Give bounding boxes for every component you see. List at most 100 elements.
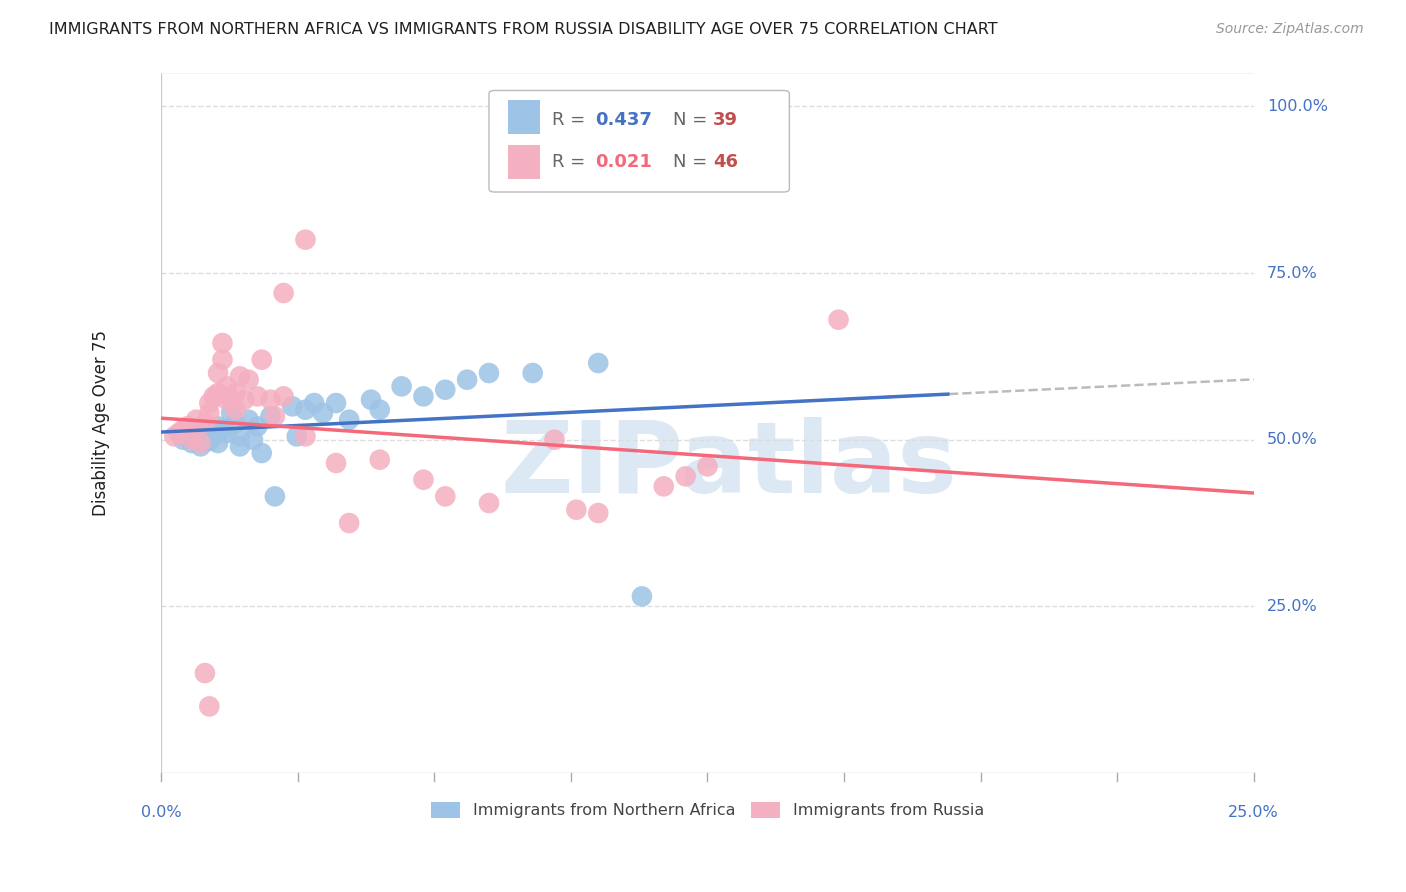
Point bbox=[198, 699, 221, 714]
Point bbox=[478, 496, 501, 510]
Text: 0.0%: 0.0% bbox=[141, 805, 181, 820]
Point bbox=[586, 506, 609, 520]
Point bbox=[207, 436, 229, 450]
Point bbox=[294, 402, 316, 417]
Text: 0.021: 0.021 bbox=[595, 153, 652, 171]
Point bbox=[225, 402, 247, 417]
Point bbox=[586, 356, 609, 370]
Point bbox=[263, 409, 285, 424]
Point bbox=[391, 379, 413, 393]
Point bbox=[250, 446, 273, 460]
Point bbox=[259, 392, 281, 407]
Text: N =: N = bbox=[672, 153, 713, 171]
Point bbox=[360, 392, 382, 407]
FancyBboxPatch shape bbox=[489, 90, 789, 192]
Point bbox=[294, 233, 316, 247]
Point bbox=[219, 406, 242, 420]
Point bbox=[263, 489, 285, 503]
FancyBboxPatch shape bbox=[508, 145, 540, 179]
Point bbox=[478, 366, 501, 380]
Text: 39: 39 bbox=[713, 112, 738, 129]
Point bbox=[229, 369, 252, 384]
Point bbox=[207, 366, 229, 380]
Point bbox=[434, 383, 457, 397]
Point bbox=[211, 336, 233, 351]
Point bbox=[180, 433, 202, 447]
Point bbox=[202, 429, 225, 443]
Point bbox=[186, 413, 208, 427]
Point bbox=[250, 352, 273, 367]
Point bbox=[325, 396, 347, 410]
Point bbox=[246, 389, 269, 403]
Point bbox=[238, 373, 260, 387]
Point bbox=[522, 366, 544, 380]
Point bbox=[186, 429, 208, 443]
Point bbox=[207, 419, 229, 434]
Point bbox=[211, 423, 233, 437]
Point bbox=[172, 423, 194, 437]
Text: 25.0%: 25.0% bbox=[1267, 599, 1317, 614]
Text: R =: R = bbox=[553, 112, 592, 129]
Point bbox=[827, 312, 849, 326]
Text: 50.0%: 50.0% bbox=[1267, 433, 1317, 447]
Point bbox=[233, 392, 256, 407]
Text: 46: 46 bbox=[713, 153, 738, 171]
Point bbox=[215, 392, 238, 407]
Text: 0.437: 0.437 bbox=[595, 112, 652, 129]
Point bbox=[194, 416, 217, 430]
Text: N =: N = bbox=[672, 112, 713, 129]
Point bbox=[194, 666, 217, 681]
Text: 75.0%: 75.0% bbox=[1267, 266, 1317, 280]
Point bbox=[215, 379, 238, 393]
Point bbox=[180, 436, 202, 450]
Point bbox=[368, 402, 391, 417]
Point bbox=[176, 419, 198, 434]
Point bbox=[675, 469, 697, 483]
Point bbox=[194, 425, 217, 440]
Point bbox=[302, 396, 325, 410]
FancyBboxPatch shape bbox=[508, 100, 540, 134]
Point bbox=[312, 406, 335, 420]
Legend: Immigrants from Northern Africa, Immigrants from Russia: Immigrants from Northern Africa, Immigra… bbox=[425, 796, 990, 824]
Point bbox=[163, 429, 186, 443]
Point bbox=[434, 489, 457, 503]
Point bbox=[229, 439, 252, 453]
Point bbox=[273, 285, 295, 300]
Text: R =: R = bbox=[553, 153, 592, 171]
Point bbox=[259, 409, 281, 424]
Point bbox=[207, 386, 229, 401]
Point bbox=[225, 386, 247, 401]
Point bbox=[337, 516, 360, 530]
Text: Disability Age Over 75: Disability Age Over 75 bbox=[93, 330, 110, 516]
Point bbox=[190, 439, 212, 453]
Text: IMMIGRANTS FROM NORTHERN AFRICA VS IMMIGRANTS FROM RUSSIA DISABILITY AGE OVER 75: IMMIGRANTS FROM NORTHERN AFRICA VS IMMIG… bbox=[49, 22, 998, 37]
Point bbox=[225, 416, 247, 430]
Point bbox=[325, 456, 347, 470]
Point bbox=[238, 413, 260, 427]
Point bbox=[412, 473, 434, 487]
Point bbox=[172, 433, 194, 447]
Point bbox=[337, 413, 360, 427]
Point bbox=[229, 429, 252, 443]
Point bbox=[368, 452, 391, 467]
Point bbox=[456, 373, 478, 387]
Point bbox=[412, 389, 434, 403]
Point bbox=[202, 389, 225, 403]
Point bbox=[273, 389, 295, 403]
Point bbox=[294, 429, 316, 443]
Point bbox=[696, 459, 718, 474]
Point bbox=[190, 436, 212, 450]
Text: Source: ZipAtlas.com: Source: ZipAtlas.com bbox=[1216, 22, 1364, 37]
Point bbox=[281, 400, 304, 414]
Point bbox=[652, 479, 675, 493]
Point bbox=[198, 434, 221, 448]
Point bbox=[215, 425, 238, 440]
Text: 100.0%: 100.0% bbox=[1267, 99, 1327, 114]
Text: ZIPatlas: ZIPatlas bbox=[501, 417, 957, 514]
Point bbox=[543, 433, 565, 447]
Point bbox=[198, 396, 221, 410]
Point bbox=[631, 590, 654, 604]
Text: 25.0%: 25.0% bbox=[1229, 805, 1279, 820]
Point bbox=[211, 352, 233, 367]
Point bbox=[194, 433, 217, 447]
